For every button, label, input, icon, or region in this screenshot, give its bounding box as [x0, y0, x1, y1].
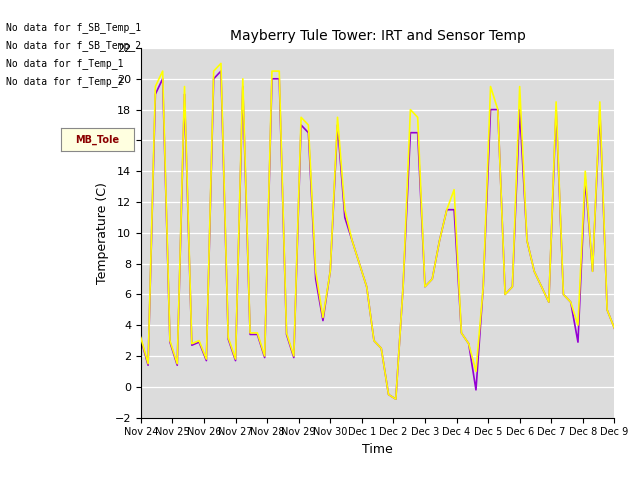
X-axis label: Time: Time: [362, 443, 393, 456]
Text: No data for f_SB_Temp_1: No data for f_SB_Temp_1: [6, 22, 141, 33]
Text: MB_Tole: MB_Tole: [76, 134, 120, 145]
Text: No data for f_Temp_2: No data for f_Temp_2: [6, 76, 124, 87]
Text: No data for f_Temp_1: No data for f_Temp_1: [6, 58, 124, 69]
Y-axis label: Temperature (C): Temperature (C): [96, 182, 109, 284]
Text: No data for f_SB_Temp_2: No data for f_SB_Temp_2: [6, 40, 141, 51]
Title: Mayberry Tule Tower: IRT and Sensor Temp: Mayberry Tule Tower: IRT and Sensor Temp: [230, 29, 525, 43]
